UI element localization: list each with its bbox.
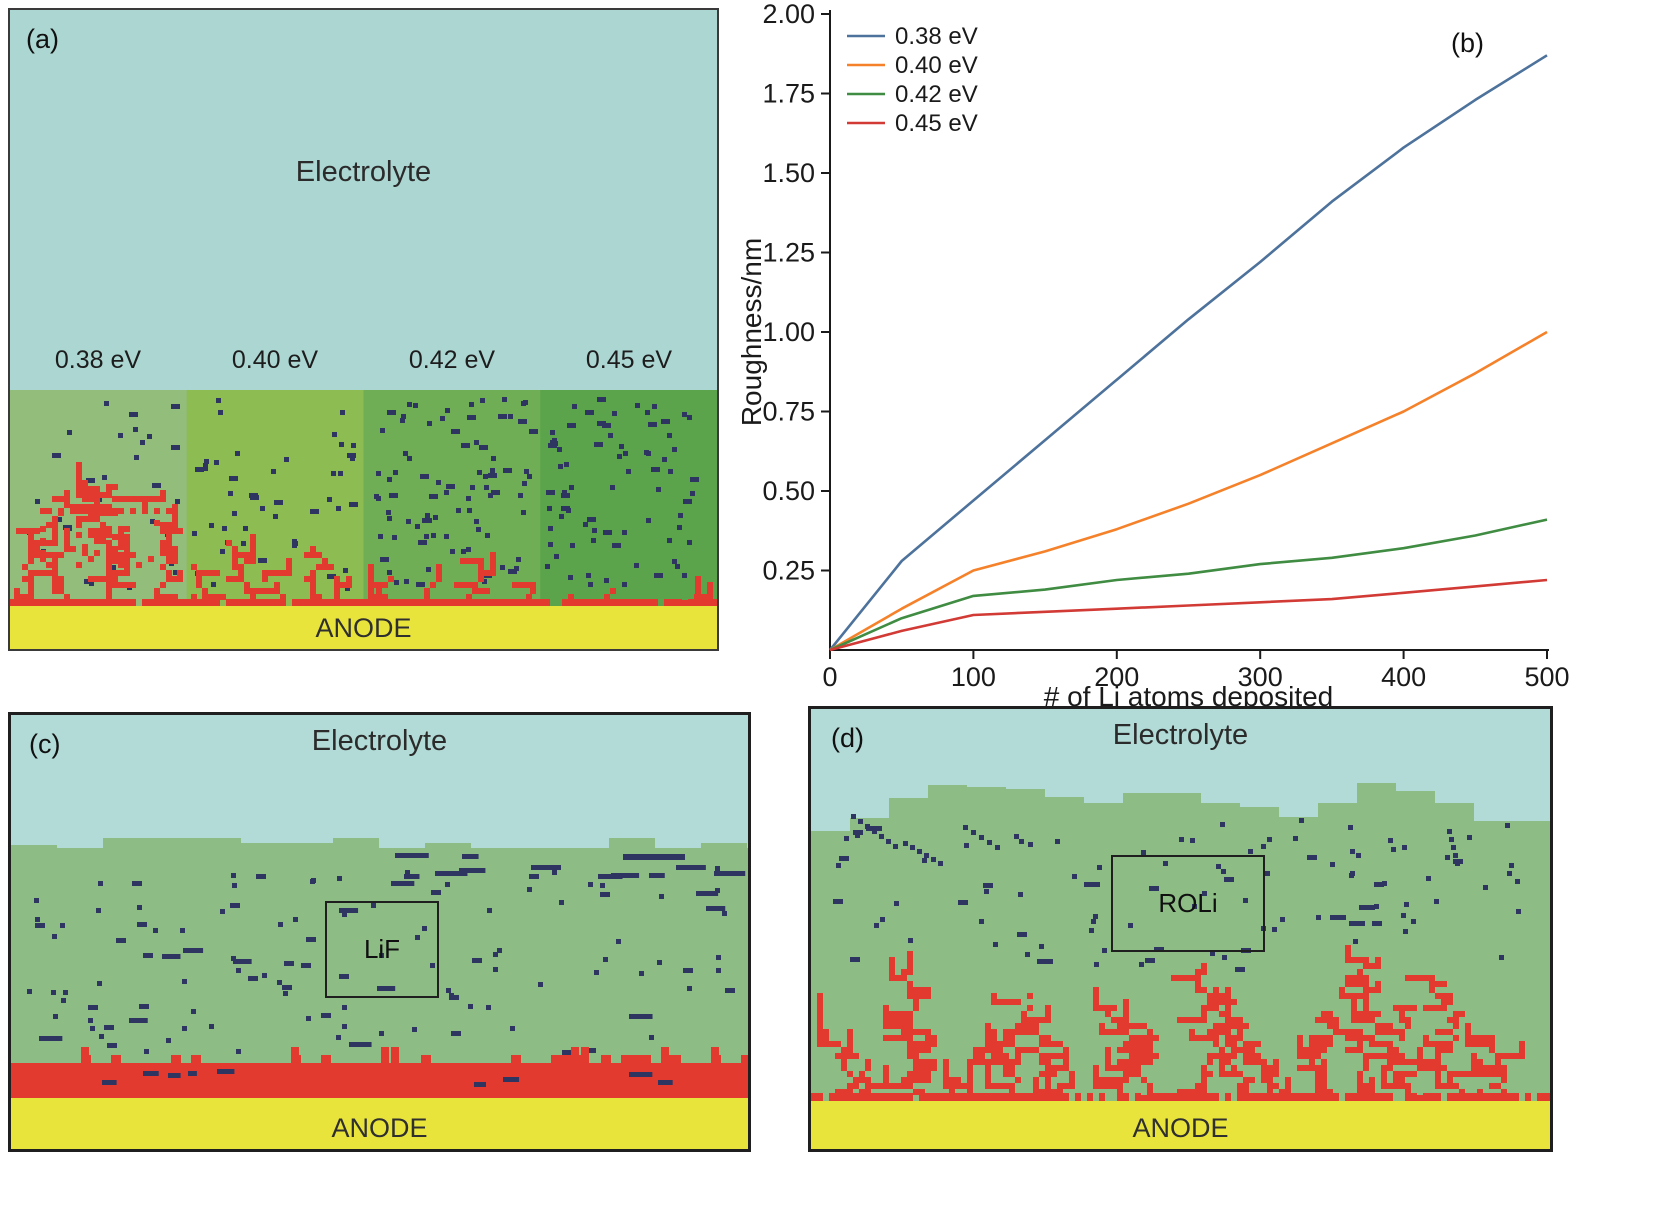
legend-label: 0.45 eV	[895, 110, 978, 137]
panel-a-label: (a)	[26, 24, 59, 54]
legend: 0.38 eV0.40 eV0.42 eV0.45 eV	[847, 23, 978, 137]
column-label-040ev: 0.40 eV	[231, 346, 319, 374]
anode-label: ANODE	[1132, 1113, 1229, 1143]
x-tick-label: 0	[822, 662, 837, 692]
legend-label: 0.38 eV	[895, 23, 978, 50]
electrolyte-label: Electrolyte	[1112, 719, 1249, 751]
y-tick-label: 1.25	[762, 238, 815, 268]
electrolyte-label: Electrolyte	[311, 725, 448, 757]
anode-region	[811, 1101, 1550, 1149]
dendrites	[10, 462, 717, 606]
y-axis-label: Roughness/nm	[736, 238, 767, 426]
legend-label: 0.42 eV	[895, 81, 978, 108]
x-tick-label: 400	[1381, 662, 1426, 692]
panel-a-canvas	[10, 10, 717, 649]
red-band	[11, 1047, 748, 1098]
anode-region	[11, 1098, 748, 1149]
anode-label: ANODE	[331, 1113, 428, 1143]
line-0.45-eV	[829, 578, 1548, 652]
x-tick-label: 300	[1238, 662, 1283, 692]
y-tick-label: 1.75	[762, 79, 815, 109]
panel-c-label: (c)	[29, 729, 61, 759]
panel-c: (c) Electrolyte LiF ANODE	[8, 712, 751, 1152]
y-tick-label: 1.00	[762, 317, 815, 347]
y-tick-label: 2.00	[762, 0, 815, 29]
x-tick-label: 500	[1524, 662, 1569, 692]
li-atom-speckles	[833, 814, 1521, 972]
y-tick-label: 0.50	[762, 476, 815, 506]
line-0.38-eV	[828, 54, 1548, 651]
column-label-038ev: 0.38 eV	[54, 346, 142, 374]
electrolyte-region	[10, 10, 717, 390]
chart-lines	[828, 54, 1548, 652]
x-tick-label: 100	[951, 662, 996, 692]
line-0.42-eV	[829, 518, 1548, 652]
lif-label: LiF	[363, 934, 401, 964]
column-label-042ev: 0.42 eV	[408, 346, 496, 374]
panel-d: (d) Electrolyte ROLi ANODE	[808, 706, 1553, 1152]
panel-b-chart: 0 100 200 300 400 500 0.25 0.50 0.75 1.00 1.25 1.50…	[735, 0, 1661, 715]
roli-region-box: ROLi	[1111, 855, 1265, 952]
x-tick-label: 200	[1094, 662, 1139, 692]
panel-b-label: (b)	[1451, 28, 1484, 58]
column-label-045ev: 0.45 eV	[585, 346, 673, 374]
legend-label: 0.40 eV	[895, 52, 978, 79]
roughness-chart-canvas: 0 100 200 300 400 500 0.25 0.50 0.75 1.00 1.25 1.50…	[736, 0, 1570, 712]
li-atom-speckles	[27, 397, 699, 591]
li-atom-speckles	[27, 853, 746, 1055]
roli-label: ROLi	[1158, 888, 1218, 918]
line-0.40-eV	[829, 330, 1548, 652]
panel-d-label: (d)	[831, 723, 864, 753]
y-tick-label: 1.50	[762, 158, 815, 188]
anode-label: ANODE	[315, 613, 412, 643]
sei-columns	[10, 390, 717, 606]
panel-c-canvas	[11, 715, 748, 1149]
axes	[821, 10, 1549, 659]
panel-d-canvas	[811, 709, 1550, 1149]
panel-a: (a) Electrolyte 0.38 eV 0.40 eV 0.42 eV …	[8, 8, 719, 651]
anode-region	[10, 606, 717, 649]
dendrites	[811, 945, 1550, 1101]
electrolyte-label: Electrolyte	[295, 156, 432, 188]
y-tick-label: 0.75	[762, 397, 815, 427]
y-tick-label: 0.25	[762, 556, 815, 586]
lif-region-box: LiF	[325, 901, 439, 998]
